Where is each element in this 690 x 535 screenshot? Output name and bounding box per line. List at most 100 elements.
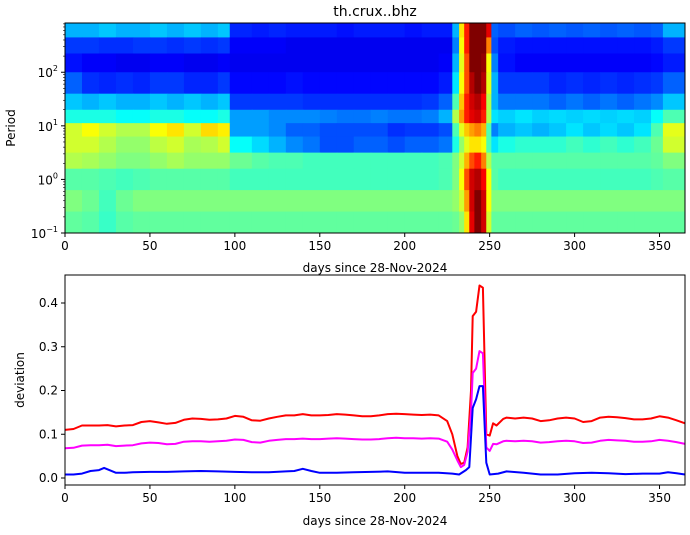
heatmap-cell	[200, 211, 219, 234]
heatmap-cell	[421, 53, 440, 73]
heatmap-cell	[421, 136, 440, 154]
heatmap-cell	[319, 168, 338, 191]
heatmap-cell	[81, 72, 100, 95]
heatmap-cell	[336, 190, 355, 213]
heatmap-cell	[498, 136, 516, 154]
heatmap-cell	[370, 190, 389, 213]
heatmap-cell	[491, 93, 499, 111]
heatmap-cell	[387, 37, 406, 54]
heatmap-cell	[515, 109, 533, 124]
heatmap-cell	[387, 123, 406, 138]
heatmap-cell	[149, 123, 168, 138]
heatmap-cell	[498, 152, 516, 170]
heatmap-cell	[474, 93, 482, 111]
heatmap-cell	[583, 37, 601, 54]
heatmap-cell	[600, 109, 618, 124]
heatmap-cell	[229, 152, 253, 170]
heatmap-cell	[404, 152, 423, 170]
heatmap-cell	[651, 168, 664, 191]
heatmap-cell	[370, 136, 389, 154]
heatmap-cell	[486, 93, 492, 111]
heatmap-cell	[285, 22, 304, 38]
heatmap-cell	[115, 211, 134, 234]
heatmap-cell	[200, 190, 219, 213]
heatmap-cell	[370, 211, 389, 234]
heatmap-cell	[474, 37, 482, 54]
heatmap-cell	[183, 190, 202, 213]
heatmap-cell	[486, 123, 492, 138]
heatmap-cell	[302, 72, 321, 95]
heatmap-cell	[200, 72, 219, 95]
heatmap-cell	[421, 152, 440, 170]
heatmap-cell	[486, 168, 492, 191]
heatmap-cell	[459, 211, 465, 234]
heatmap-cell	[217, 109, 231, 124]
heatmap-cell	[481, 109, 487, 124]
series-line	[65, 385, 686, 476]
heatmap-cell	[469, 168, 475, 191]
heatmap-cell	[115, 37, 134, 54]
heatmap-cell	[464, 53, 470, 73]
heatmap-cell	[452, 109, 460, 124]
heatmap-cell	[268, 22, 287, 38]
heatmap-cell	[302, 152, 321, 170]
heatmap-cell	[464, 190, 470, 213]
heatmap-cell	[217, 211, 231, 234]
heatmap-cell	[532, 37, 550, 54]
heatmap-cell	[370, 22, 389, 38]
heatmap-cell	[370, 53, 389, 73]
heatmap-cell	[474, 190, 482, 213]
heatmap-cell	[353, 168, 372, 191]
heatmap-cell	[65, 211, 83, 234]
heatmap-cell	[498, 190, 516, 213]
heatmap-cell	[617, 93, 635, 111]
heatmap-cell	[81, 168, 100, 191]
heatmap-cell	[200, 136, 219, 154]
heatmap-cell	[98, 168, 117, 191]
heatmap-cell	[370, 168, 389, 191]
heatmap-cell	[600, 93, 618, 111]
heatmap-cell	[583, 152, 601, 170]
heatmap-cell	[662, 136, 686, 154]
heatmap-cell	[634, 37, 652, 54]
heatmap-axes: 0 50 100 150 200 250 300 350 10−1 100 101 102	[31, 22, 686, 253]
heatmap-cell	[149, 190, 168, 213]
heatmap-cell	[251, 136, 270, 154]
heatmap-cell	[200, 93, 219, 111]
heatmap-cell	[662, 109, 686, 124]
heatmap-cell	[452, 22, 460, 38]
heatmap-cell	[566, 93, 584, 111]
heatmap-cell	[459, 53, 465, 73]
series-line	[64, 284, 686, 465]
heatmap-cell	[285, 93, 304, 111]
heatmap-cell	[651, 37, 664, 54]
heatmap-cell	[115, 93, 134, 111]
heatmap-cell	[438, 123, 453, 138]
heatmap-cell	[515, 93, 533, 111]
x-tick-label: 250	[478, 491, 501, 505]
heatmap-cell	[370, 152, 389, 170]
heatmap-cell	[634, 123, 652, 138]
heatmap-cell	[217, 72, 231, 95]
heatmap-cell	[319, 37, 338, 54]
heatmap-cell	[469, 123, 475, 138]
heatmap-cell	[474, 109, 482, 124]
heatmap-cell	[491, 136, 499, 154]
heatmap-cell	[549, 72, 567, 95]
heatmap-cell	[515, 22, 533, 38]
heatmap-cell	[132, 190, 151, 213]
heatmap-cell	[583, 72, 601, 95]
heatmap-cell	[229, 109, 253, 124]
heatmap-cell	[634, 93, 652, 111]
heatmap-cell	[532, 109, 550, 124]
heatmap-cell	[617, 168, 635, 191]
heatmap-cell	[200, 53, 219, 73]
heatmap-cell	[251, 72, 270, 95]
heatmap-cell	[370, 93, 389, 111]
heatmap-cell	[583, 109, 601, 124]
heatmap-cell	[268, 53, 287, 73]
heatmap-cell	[404, 168, 423, 191]
x-tick-label: 250	[478, 239, 501, 253]
heatmap-cell	[662, 123, 686, 138]
heatmap-cell	[491, 109, 499, 124]
